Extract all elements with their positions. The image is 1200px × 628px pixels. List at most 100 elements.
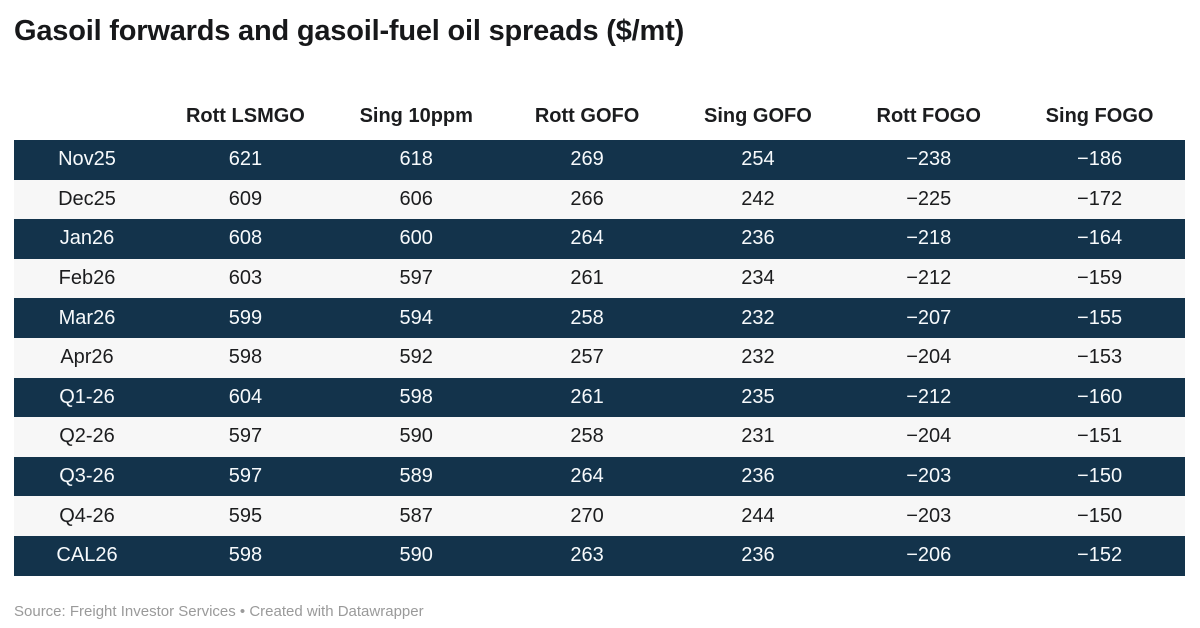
table-row: Feb26 603 597 261 234 −212 −159: [14, 258, 1185, 299]
value-cell: 258: [570, 306, 604, 329]
value-cell: 261: [570, 385, 604, 408]
value-cell: −150: [1077, 504, 1123, 527]
row-label: Q1-26: [59, 385, 115, 408]
table-row: Dec25 609 606 266 242 −225 −172: [14, 179, 1185, 220]
column-header-rott-lsmgo: Rott LSMGO: [185, 105, 305, 127]
value-cell: 587: [399, 504, 433, 527]
value-cell: 598: [399, 385, 433, 408]
row-label: Feb26: [58, 267, 116, 290]
value-cell: 258: [570, 425, 604, 448]
value-cell: 590: [399, 425, 433, 448]
table-row: Q3-26 597 589 264 236 −203 −150: [14, 456, 1185, 497]
value-cell: −151: [1077, 425, 1123, 448]
value-cell: 618: [399, 148, 433, 171]
value-cell: −206: [906, 544, 952, 567]
value-cell: −172: [1077, 187, 1123, 210]
value-cell: 257: [570, 346, 604, 369]
value-cell: −207: [906, 306, 952, 329]
table-row: Mar26 599 594 258 232 −207 −155: [14, 298, 1185, 338]
value-cell: 594: [399, 306, 433, 329]
column-header-period: [14, 50, 160, 140]
row-label: Mar26: [58, 306, 116, 329]
column-header-rott-fogo: Rott FOGO: [876, 105, 981, 127]
value-cell: 270: [570, 504, 604, 527]
value-cell: 254: [741, 148, 775, 171]
table-row: Q2-26 597 590 258 231 −204 −151: [14, 417, 1185, 457]
value-cell: 232: [741, 306, 775, 329]
table-row: Nov25 621 618 269 254 −238 −186: [14, 140, 1185, 180]
table-header: Rott LSMGO Sing 10ppm Rott GOFO Sing GOF…: [14, 50, 1185, 140]
value-cell: −203: [906, 465, 952, 488]
row-label: CAL26: [56, 544, 118, 567]
page-title: Gasoil forwards and gasoil-fuel oil spre…: [14, 15, 685, 47]
value-cell: 236: [741, 227, 775, 250]
row-label: Jan26: [59, 227, 115, 250]
value-cell: 264: [570, 465, 604, 488]
value-cell: 599: [228, 306, 263, 329]
value-cell: 269: [570, 148, 604, 171]
value-cell: 232: [741, 346, 775, 369]
value-cell: 235: [741, 385, 775, 408]
value-cell: −212: [906, 385, 952, 408]
data-table: Rott LSMGO Sing 10ppm Rott GOFO Sing GOF…: [14, 50, 1185, 576]
value-cell: 597: [228, 465, 263, 488]
value-cell: −204: [906, 425, 952, 448]
column-header-sing-10ppm: Sing 10ppm: [359, 105, 473, 127]
column-header-sing-gofo: Sing GOFO: [704, 105, 812, 127]
table-row: Apr26 598 592 257 232 −204 −153: [14, 337, 1185, 378]
row-label: Dec25: [58, 187, 116, 210]
value-cell: 597: [228, 425, 263, 448]
value-cell: 608: [228, 227, 263, 250]
row-label: Q2-26: [59, 425, 115, 448]
row-label: Nov25: [58, 148, 116, 171]
value-cell: 244: [741, 504, 775, 527]
value-cell: −152: [1077, 544, 1123, 567]
source-note: Source: Freight Investor Services • Crea…: [14, 602, 424, 620]
value-cell: −159: [1077, 267, 1123, 290]
table-row: Q4-26 595 587 270 244 −203 −150: [14, 496, 1185, 536]
value-cell: −186: [1077, 148, 1123, 171]
value-cell: 589: [399, 465, 433, 488]
value-cell: −153: [1077, 346, 1123, 369]
value-cell: 604: [228, 385, 263, 408]
value-cell: −218: [906, 227, 952, 250]
table-row: Q1-26 604 598 261 235 −212 −160: [14, 377, 1185, 418]
value-cell: 603: [228, 267, 263, 290]
value-cell: 600: [399, 227, 433, 250]
value-cell: 234: [741, 267, 775, 290]
table-row: Jan26 608 600 264 236 −218 −164: [14, 219, 1185, 259]
row-label: Q3-26: [59, 465, 115, 488]
value-cell: 236: [741, 465, 775, 488]
row-label: Q4-26: [59, 504, 115, 527]
value-cell: −203: [906, 504, 952, 527]
value-cell: 609: [228, 187, 263, 210]
value-cell: 595: [228, 504, 263, 527]
value-cell: 236: [741, 544, 775, 567]
value-cell: 592: [399, 346, 433, 369]
value-cell: −204: [906, 346, 952, 369]
value-cell: −150: [1077, 465, 1123, 488]
value-cell: 606: [399, 187, 433, 210]
value-cell: 597: [399, 267, 433, 290]
value-cell: 242: [741, 187, 775, 210]
datawrapper-table-page: Gasoil forwards and gasoil-fuel oil spre…: [0, 12, 1200, 628]
header-row: Rott LSMGO Sing 10ppm Rott GOFO Sing GOF…: [14, 50, 1185, 140]
value-cell: −212: [906, 267, 952, 290]
value-cell: −160: [1077, 385, 1123, 408]
value-cell: 598: [228, 346, 263, 369]
value-cell: 263: [570, 544, 604, 567]
value-cell: 261: [570, 267, 604, 290]
value-cell: 598: [228, 544, 263, 567]
value-cell: −164: [1077, 227, 1123, 250]
value-cell: −225: [906, 187, 952, 210]
value-cell: −238: [906, 148, 952, 171]
value-cell: 266: [570, 187, 604, 210]
value-cell: −155: [1077, 306, 1123, 329]
table-body: Nov25 621 618 269 254 −238 −186 Dec25 609 606 266 2…: [14, 140, 1185, 576]
value-cell: 231: [741, 425, 775, 448]
value-cell: 590: [399, 544, 433, 567]
row-label: Apr26: [60, 346, 114, 369]
table-row: CAL26 598 590 263 236 −206 −152: [14, 535, 1185, 576]
value-cell: 264: [570, 227, 604, 250]
column-header-sing-fogo: Sing FOGO: [1045, 105, 1154, 127]
